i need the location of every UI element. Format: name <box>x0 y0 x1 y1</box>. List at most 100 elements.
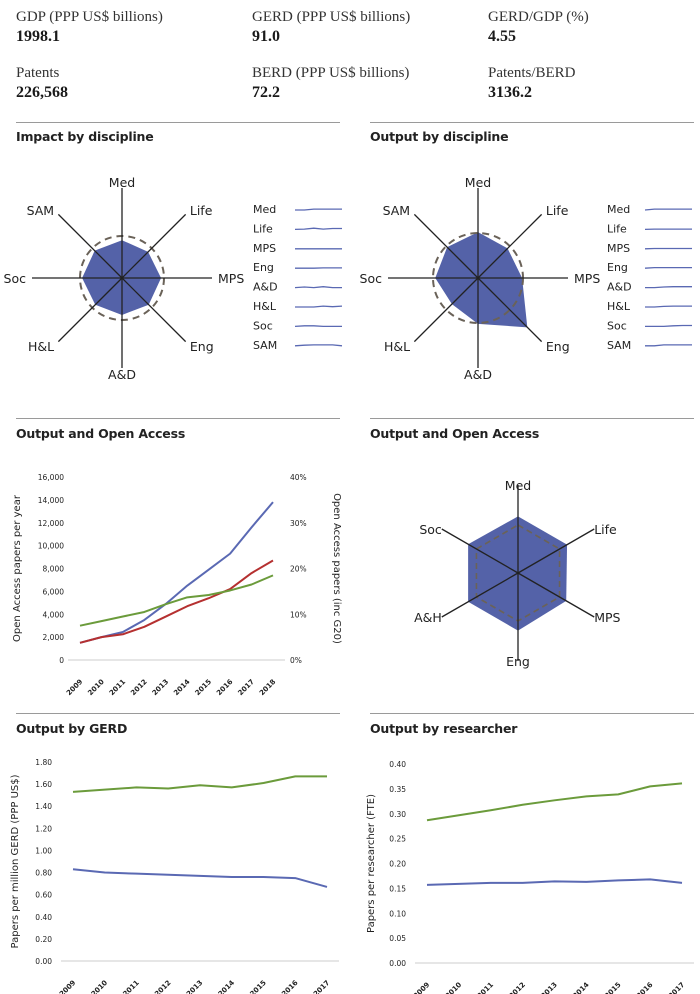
sparkline-label: A&D <box>253 281 278 294</box>
sparkline <box>644 266 692 269</box>
radar-axis-label: SAM <box>27 203 55 218</box>
stat-berd: BERD (PPP US$ billions) 72.2 <box>252 64 409 103</box>
y-tick-label: 0 <box>59 656 64 665</box>
y2-tick-label: 10% <box>290 610 307 619</box>
series-line-green <box>79 574 274 627</box>
sparkline-label: Life <box>607 222 627 235</box>
radar-axis-label: A&D <box>108 367 136 382</box>
radar-axis-label: MPS <box>218 271 244 286</box>
y-tick-label: 0.10 <box>389 909 406 918</box>
sparkline-label: Eng <box>253 261 274 274</box>
y-tick-label: 10,000 <box>38 542 64 551</box>
section-title-impact: Impact by discipline <box>16 129 154 144</box>
y-tick-label: 0.60 <box>35 891 52 900</box>
series-line-green <box>72 775 327 793</box>
y-tick-label: 0.00 <box>389 959 406 968</box>
radar-axis-label: Soc <box>4 271 27 286</box>
sparkline <box>644 208 692 211</box>
y-tick-label: 12,000 <box>38 519 64 528</box>
sparkline <box>645 305 692 308</box>
stat-label: Patents/BERD <box>488 65 576 81</box>
sparkline-label: A&D <box>607 281 632 294</box>
section-title-oa-line: Output and Open Access <box>16 426 186 441</box>
y-tick-label: 0.20 <box>389 860 406 869</box>
y-tick-label: 1.60 <box>35 780 52 789</box>
y-tick-label: 1.00 <box>35 846 52 855</box>
divider <box>370 122 694 123</box>
radar-axis-label: MPS <box>574 271 600 286</box>
radar-axis-label: Med <box>505 478 531 493</box>
y-tick-label: 0.05 <box>389 934 406 943</box>
y-tick-label: 14,000 <box>38 496 64 505</box>
stat-value: 91.0 <box>252 28 280 45</box>
stat-gerd-gdp: GERD/GDP (%) 4.55 <box>488 8 589 47</box>
sparkline-label: Soc <box>607 319 627 332</box>
sparkline <box>294 286 342 289</box>
divider <box>370 418 694 419</box>
series-line-green <box>426 782 683 822</box>
radar-axis <box>413 277 479 343</box>
stat-label: GDP (PPP US$ billions) <box>16 9 163 25</box>
y2-tick-label: 20% <box>290 565 307 574</box>
y-tick-label: 0.40 <box>389 760 406 769</box>
series-line-blue <box>79 501 274 644</box>
y-tick-label: 0.25 <box>389 835 406 844</box>
radar-axis-label: Life <box>190 203 213 218</box>
y-tick-label: 4,000 <box>43 610 65 619</box>
y-tick-label: 1.40 <box>35 802 52 811</box>
sparkline-label: H&L <box>607 300 631 313</box>
y-tick-label: 0.20 <box>35 935 52 944</box>
y2-tick-label: 40% <box>290 473 307 482</box>
sparkline-label: H&L <box>253 300 277 313</box>
stat-value: 4.55 <box>488 28 516 45</box>
radar-axis-label: A&H <box>414 610 442 625</box>
radar-axis-label: Life <box>594 522 617 537</box>
stat-value: 3136.2 <box>488 84 532 101</box>
y-tick-label: 0.40 <box>35 913 52 922</box>
stat-patents-berd: Patents/BERD 3136.2 <box>488 64 576 103</box>
stat-value: 1998.1 <box>16 28 60 45</box>
sparkline-label: SAM <box>253 339 277 352</box>
sparkline-label: Soc <box>253 319 273 332</box>
sparkline <box>294 325 342 328</box>
radar-axis-label: Soc <box>360 271 383 286</box>
stat-label: GERD (PPP US$ billions) <box>252 9 411 25</box>
x-tick-label: 2017 <box>667 981 687 994</box>
y2-tick-label: 30% <box>290 519 307 528</box>
x-tick-label: 2012 <box>508 981 528 994</box>
section-title-output: Output by discipline <box>370 129 509 144</box>
y2-tick-label: 0% <box>290 656 302 665</box>
y-tick-label: 2,000 <box>43 633 65 642</box>
y-tick-label: 0.15 <box>389 884 406 893</box>
y-tick-label: 0.35 <box>389 785 406 794</box>
sparkline-label: MPS <box>607 242 630 255</box>
stat-value: 226,568 <box>16 84 68 101</box>
radar-axis-label: H&L <box>28 339 54 354</box>
x-tick-label: 2010 <box>444 981 464 994</box>
stat-label: BERD (PPP US$ billions) <box>252 65 410 81</box>
radar-axis-label: A&D <box>464 367 492 382</box>
y-tick-label: 8,000 <box>43 565 65 574</box>
radar-axis <box>121 213 187 279</box>
y-axis-title: Papers per million GERD (PPP US$) <box>10 774 21 948</box>
stat-value: 72.2 <box>252 84 280 101</box>
sparkline-label: MPS <box>253 242 276 255</box>
radar-axis <box>441 572 519 618</box>
radar-axis-label: Eng <box>506 654 530 669</box>
sparkline <box>645 324 692 328</box>
sparkline-label: Med <box>607 203 630 216</box>
y2-axis-title: Open Access papers (inc G20) <box>331 493 342 644</box>
radar-axis <box>413 213 479 279</box>
sparkline <box>645 286 692 289</box>
x-tick-label: 2016 <box>635 981 655 994</box>
radar-axis-label: Eng <box>546 339 570 354</box>
x-tick-label: 2014 <box>571 981 591 994</box>
y-tick-label: 16,000 <box>38 473 64 482</box>
sparkline <box>295 305 343 308</box>
series-line-blue <box>72 868 328 888</box>
radar-axis-label: Med <box>465 175 491 190</box>
radar-axis <box>517 528 595 574</box>
